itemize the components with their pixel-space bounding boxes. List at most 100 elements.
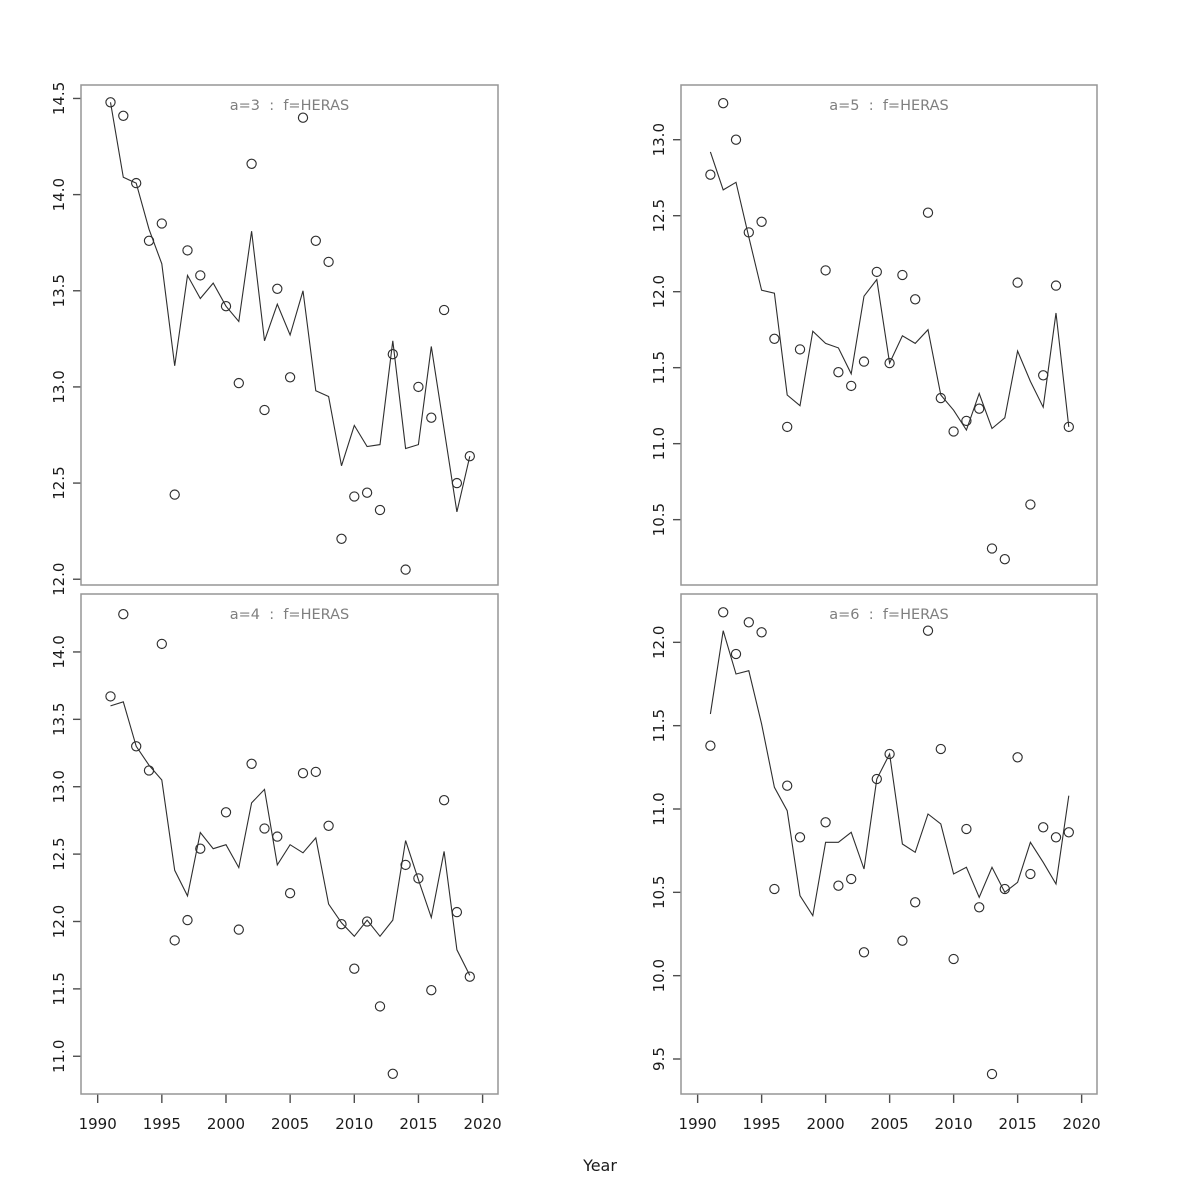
- x-tick-label: 2020: [1063, 1115, 1101, 1133]
- y-tick-label: 11.5: [650, 351, 668, 384]
- y-tick-label: 13.0: [50, 370, 68, 403]
- data-point: [705, 169, 716, 180]
- data-point: [233, 924, 244, 935]
- panel-frame: [680, 593, 1098, 1095]
- data-point: [705, 740, 716, 751]
- data-point: [743, 617, 754, 628]
- data-point: [871, 266, 882, 278]
- data-point: [272, 831, 283, 842]
- data-point: [464, 451, 475, 462]
- data-point: [820, 265, 831, 276]
- data-point: [400, 564, 411, 575]
- panel-frame: [80, 84, 499, 586]
- data-point: [1050, 832, 1062, 843]
- data-point: [756, 627, 767, 638]
- data-point: [259, 404, 270, 416]
- data-point: [246, 158, 257, 169]
- data-point: [246, 758, 257, 769]
- data-point: [794, 832, 806, 843]
- x-tick-label: 2005: [271, 1115, 309, 1133]
- fitted-line: [109, 102, 471, 513]
- y-tick-label: 11.5: [50, 972, 68, 1005]
- y-tick-label: 13.0: [650, 123, 668, 156]
- data-point: [323, 256, 334, 268]
- data-point: [820, 817, 831, 828]
- data-point: [718, 607, 729, 618]
- data-point: [910, 294, 921, 305]
- y-tick-label: 12.5: [650, 199, 668, 232]
- data-point: [1063, 827, 1074, 838]
- y-tick-label: 12.5: [50, 466, 68, 499]
- data-point: [438, 304, 450, 316]
- data-point: [451, 906, 463, 918]
- y-tick-label: 10.5: [650, 503, 668, 536]
- data-point: [922, 625, 934, 636]
- data-point: [922, 207, 934, 218]
- y-tick-label: 11.0: [50, 1040, 68, 1073]
- data-point: [846, 873, 857, 885]
- data-point: [361, 487, 373, 498]
- data-point: [169, 489, 180, 500]
- data-point: [986, 543, 998, 554]
- x-tick-label: 1990: [679, 1115, 717, 1133]
- data-point: [374, 1001, 386, 1012]
- data-point: [323, 820, 334, 831]
- data-point: [1012, 752, 1023, 763]
- x-tick-label: 2020: [464, 1115, 502, 1133]
- x-tick-label: 2005: [871, 1115, 909, 1133]
- data-point: [349, 491, 360, 502]
- data-point: [986, 1068, 998, 1080]
- x-tick-label: 2000: [207, 1115, 245, 1133]
- y-tick-label: 13.5: [50, 703, 68, 736]
- fitted-line: [709, 151, 1070, 432]
- data-point: [220, 807, 232, 818]
- data-point: [233, 377, 244, 389]
- data-point: [426, 985, 437, 996]
- y-tick-label: 14.5: [50, 82, 68, 115]
- data-point: [833, 880, 844, 891]
- data-point: [1038, 370, 1049, 381]
- y-tick-label: 12.5: [50, 837, 68, 870]
- y-tick-label: 14.0: [50, 178, 68, 211]
- data-point: [426, 412, 437, 423]
- data-point: [284, 888, 296, 899]
- y-tick-label: 11.0: [650, 427, 668, 460]
- x-tick-label: 2010: [935, 1115, 973, 1133]
- data-point: [1025, 868, 1036, 880]
- x-tick-label: 2015: [999, 1115, 1037, 1133]
- data-point: [999, 554, 1010, 565]
- data-point: [272, 283, 283, 294]
- data-point: [195, 843, 206, 854]
- data-point: [961, 823, 972, 835]
- y-tick-label: 12.0: [650, 626, 668, 659]
- data-point: [1025, 499, 1036, 510]
- data-point: [220, 301, 232, 312]
- data-point: [169, 935, 180, 946]
- data-point: [718, 98, 729, 109]
- data-point: [413, 873, 424, 884]
- data-point: [730, 648, 742, 660]
- data-point: [769, 333, 780, 344]
- x-tick-label: 2010: [335, 1115, 373, 1133]
- data-point: [871, 773, 882, 785]
- x-tick-label: 2000: [807, 1115, 845, 1133]
- y-tick-label: 12.0: [50, 563, 68, 596]
- data-point: [858, 356, 870, 367]
- y-tick-label: 10.5: [650, 876, 668, 909]
- data-point: [769, 883, 780, 895]
- y-tick-label: 12.0: [650, 275, 668, 308]
- data-point: [387, 1068, 398, 1079]
- data-point: [156, 638, 167, 650]
- data-point: [400, 859, 411, 871]
- y-tick-label: 9.5: [650, 1047, 668, 1071]
- fitted-line: [110, 701, 471, 976]
- y-tick-label: 11.0: [650, 792, 668, 825]
- y-tick-label: 13.5: [50, 274, 68, 307]
- data-point: [361, 916, 373, 927]
- data-point: [182, 914, 193, 926]
- data-point: [974, 403, 985, 414]
- data-point: [336, 533, 347, 544]
- data-point: [336, 919, 347, 930]
- data-point: [794, 344, 806, 355]
- data-point: [451, 477, 463, 489]
